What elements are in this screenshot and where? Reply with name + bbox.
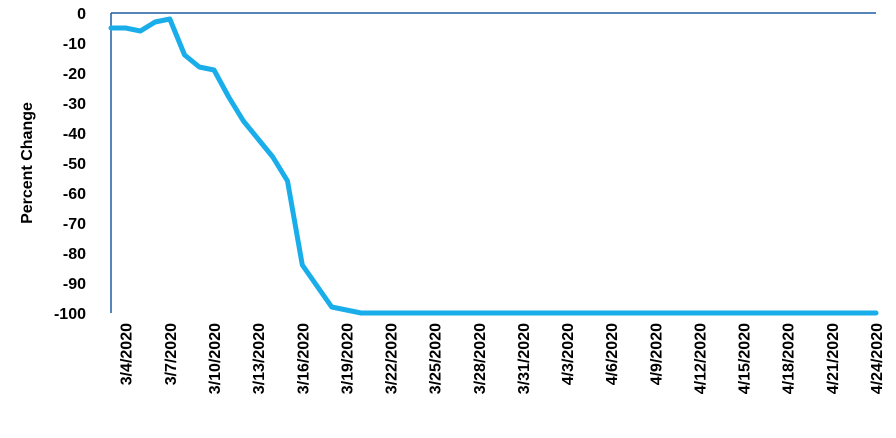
y-axis-title: Percent Change [19,102,36,224]
x-tick-label: 4/12/2020 [692,323,709,394]
x-tick-label: 3/28/2020 [472,323,489,394]
x-tick-label: 4/15/2020 [737,323,754,394]
x-tick-label: 4/3/2020 [560,323,577,385]
y-tick-label: -100 [54,306,86,323]
x-axis-ticks: 3/4/2020 3/7/2020 3/10/2020 3/13/2020 3/16/2… [119,323,886,394]
y-tick-label: -60 [63,186,86,203]
x-tick-label: 3/13/2020 [251,323,268,394]
y-tick-label: 0 [77,6,86,23]
x-tick-label: 3/31/2020 [516,323,533,394]
series-line [108,16,879,316]
y-tick-label: -30 [63,96,86,113]
x-tick-label: 3/7/2020 [163,323,180,385]
y-axis-ticks: 0 -10 -20 -30 -40 -50 -60 -70 -80 -90 -100 [54,6,86,323]
x-tick-label: 4/6/2020 [604,323,621,385]
y-tick-label: -40 [63,126,86,143]
y-tick-label: -80 [63,246,86,263]
x-tick-label: 3/22/2020 [384,323,401,394]
x-tick-label: 3/25/2020 [428,323,445,394]
x-tick-label: 3/10/2020 [207,323,224,394]
y-tick-label: -50 [63,156,86,173]
y-tick-label: -20 [63,66,86,83]
x-tick-label: 3/16/2020 [295,323,312,394]
x-tick-label: 4/9/2020 [648,323,665,385]
y-tick-label: -70 [63,216,86,233]
y-tick-label: -10 [63,36,86,53]
x-tick-label: 4/18/2020 [781,323,798,394]
y-tick-label: -90 [63,276,86,293]
x-tick-label: 4/24/2020 [869,323,886,394]
x-tick-label: 4/21/2020 [825,323,842,394]
x-tick-label: 3/4/2020 [119,323,136,385]
x-tick-label: 3/19/2020 [339,323,356,394]
